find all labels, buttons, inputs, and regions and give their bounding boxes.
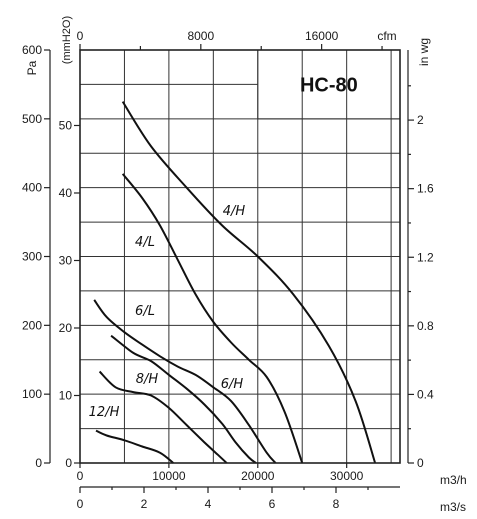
curve-6-h bbox=[110, 334, 257, 464]
m3s-tick-label: 6 bbox=[269, 497, 276, 511]
inwg-tick-label: 0.4 bbox=[417, 387, 434, 401]
m3s-tick-label: 0 bbox=[77, 497, 84, 511]
mmh2o-tick-label: 30 bbox=[59, 253, 73, 267]
curve-label-4-l: 4/L bbox=[135, 235, 155, 250]
m3s-unit-label: m3/s bbox=[440, 500, 466, 514]
curve-4-l bbox=[121, 173, 304, 464]
m3s-tick-label: 4 bbox=[205, 497, 212, 511]
m3h-tick-label: 10000 bbox=[152, 469, 186, 483]
pa-tick-label: 500 bbox=[22, 112, 42, 126]
performance-curves bbox=[93, 101, 377, 464]
cfm-tick-label: 16000 bbox=[305, 29, 339, 43]
cfm-tick-label: 8000 bbox=[187, 29, 214, 43]
m3s-tick-label: 8 bbox=[333, 497, 340, 511]
m3h-unit-label: m3/h bbox=[440, 473, 467, 487]
labels: HC-80 4/H 4/L 6/L 6/H 8/H 12/H m3/h m3/s cfm Pa (mm… bbox=[25, 16, 467, 514]
m3s-tick-label: 2 bbox=[141, 497, 148, 511]
curve-4-h bbox=[121, 101, 377, 464]
curve-6-l bbox=[93, 299, 277, 464]
inwg-tick-label: 1.2 bbox=[417, 250, 434, 264]
curve-label-6-h: 6/H bbox=[221, 377, 244, 392]
inwg-unit-label: in wg bbox=[417, 38, 431, 66]
grid bbox=[80, 50, 400, 463]
curve-8-h bbox=[98, 370, 228, 464]
curve-label-6-l: 6/L bbox=[135, 304, 155, 319]
mmh2o-tick-label: 0 bbox=[65, 456, 72, 470]
mmh2o-tick-label: 20 bbox=[59, 321, 73, 335]
curve-label-8-h: 8/H bbox=[136, 372, 159, 387]
curve-label-4-h: 4/H bbox=[223, 204, 246, 219]
cfm-tick-label: 0 bbox=[77, 29, 84, 43]
m3h-tick-label: 20000 bbox=[241, 469, 275, 483]
pa-tick-label: 100 bbox=[22, 387, 42, 401]
m3h-tick-label: 0 bbox=[77, 469, 84, 483]
pa-tick-label: 600 bbox=[22, 43, 42, 57]
plot-frame bbox=[79, 49, 401, 464]
pa-unit-label: Pa bbox=[25, 60, 39, 75]
curve-label-12-h: 12/H bbox=[89, 405, 120, 420]
mmh2o-tick-label: 10 bbox=[59, 388, 73, 402]
inwg-tick-label: 2 bbox=[417, 113, 424, 127]
axes: 01002003004005006000102030405000.40.81.2… bbox=[22, 29, 434, 511]
mmh2o-tick-label: 40 bbox=[59, 186, 73, 200]
pa-tick-label: 200 bbox=[22, 318, 42, 332]
cfm-unit-label: cfm bbox=[377, 29, 396, 43]
pa-tick-label: 0 bbox=[35, 456, 42, 470]
m3h-tick-label: 30000 bbox=[330, 469, 364, 483]
curve-12-h bbox=[95, 429, 174, 464]
pa-tick-label: 300 bbox=[22, 250, 42, 264]
inwg-tick-label: 0 bbox=[417, 456, 424, 470]
inwg-tick-label: 1.6 bbox=[417, 182, 434, 196]
mmh2o-unit-label: (mmH2O) bbox=[61, 16, 73, 64]
inwg-tick-label: 0.8 bbox=[417, 319, 434, 333]
chart-title: HC-80 bbox=[300, 74, 358, 96]
pa-tick-label: 400 bbox=[22, 181, 42, 195]
mmh2o-tick-label: 50 bbox=[59, 118, 73, 132]
